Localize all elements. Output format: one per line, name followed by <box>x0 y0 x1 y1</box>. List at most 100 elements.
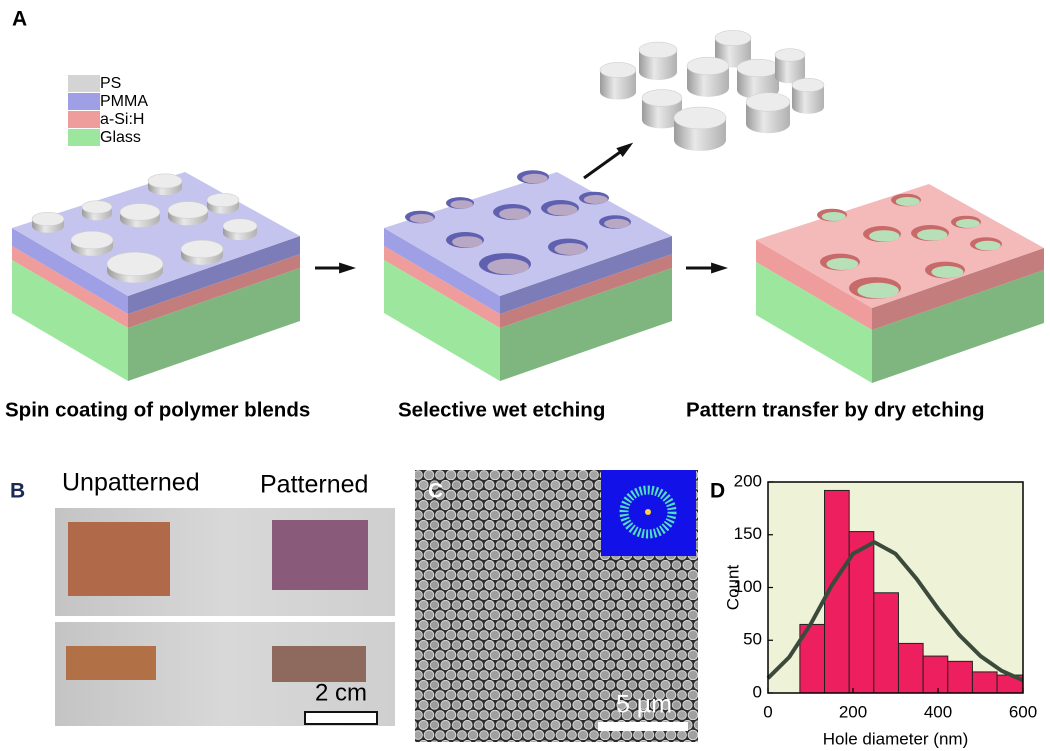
panel-label: A <box>12 8 27 31</box>
hole-bottom <box>487 258 529 275</box>
y-tick-label: 200 <box>734 471 762 490</box>
pillar-top <box>70 230 114 250</box>
block-side <box>12 246 128 328</box>
pillar-top <box>31 211 65 227</box>
hole-bottom <box>975 240 1001 251</box>
block-side <box>384 260 500 381</box>
scale-bar <box>304 711 378 725</box>
pillar-top <box>119 203 161 221</box>
block-side <box>756 262 872 383</box>
legend-label: Glass <box>100 129 141 146</box>
block-side <box>500 254 672 328</box>
arrow-head <box>339 262 356 274</box>
caption: Selective wet etching <box>398 398 605 421</box>
hole-bottom <box>452 236 483 248</box>
pillar-top <box>206 192 240 208</box>
hole-bottom <box>826 258 859 270</box>
block-side <box>128 254 300 328</box>
hole-bottom <box>547 204 578 216</box>
bar <box>971 671 998 694</box>
bar <box>947 660 973 694</box>
x-tick-label: 400 <box>924 702 952 721</box>
hole-bottom <box>450 200 473 209</box>
y-tick-label: 50 <box>743 630 762 649</box>
pillar-top <box>147 173 183 189</box>
hole-bottom <box>604 218 630 229</box>
legend-swatch <box>68 129 100 146</box>
hole-bottom <box>857 282 899 299</box>
hole-bottom <box>917 229 948 241</box>
block-side <box>756 240 872 330</box>
hole-bottom <box>821 212 846 221</box>
sample <box>66 646 156 680</box>
scale-bar <box>598 722 688 731</box>
block-side <box>128 268 300 381</box>
pillar-top <box>774 48 806 62</box>
pillar-top <box>714 30 752 46</box>
block-side <box>872 270 1044 383</box>
bar <box>897 642 924 694</box>
block-side <box>12 260 128 381</box>
sample <box>272 646 366 682</box>
legend-label: a-Si:H <box>100 111 144 128</box>
hole-bottom <box>554 243 587 255</box>
arrow-head <box>711 262 728 274</box>
hole-bottom <box>499 208 530 220</box>
legend-swatch <box>68 75 100 92</box>
legend-swatch <box>68 93 100 110</box>
legend-label: PS <box>100 75 121 92</box>
block-side <box>872 248 1044 330</box>
pillar-top <box>673 106 727 130</box>
panel-label: B <box>10 480 25 503</box>
legend-swatch <box>68 111 100 128</box>
photo-label: Unpatterned <box>62 469 200 497</box>
panel-b: B Unpatterned Patterned 2 cm <box>10 469 395 726</box>
panel-c: C 5 µm <box>415 470 698 742</box>
y-tick-label: 0 <box>753 682 762 701</box>
legend-label: PMMA <box>100 93 148 110</box>
y-tick-label: 100 <box>734 577 762 596</box>
panel-label: D <box>710 480 725 503</box>
panel-label: C <box>428 480 443 503</box>
pillar-side <box>792 85 824 114</box>
sample <box>272 520 368 590</box>
hole-bottom <box>931 266 964 278</box>
pillar-top <box>599 62 637 78</box>
y-tick-label: 150 <box>734 524 762 543</box>
hole-bottom <box>522 173 548 184</box>
fft-center <box>645 509 651 515</box>
pillar-top <box>736 58 780 78</box>
pillar-top <box>791 77 825 93</box>
x-tick-label: 0 <box>763 702 772 721</box>
panel-d: D 0 200 400 600 0 50 100 150 200 Hole diameter (nm… <box>710 471 1037 748</box>
pillar-top <box>222 218 258 234</box>
block-side <box>12 228 128 314</box>
hole-bottom <box>955 219 980 228</box>
block-side <box>384 246 500 328</box>
scale-bar-label: 2 cm <box>315 679 367 706</box>
hole-bottom <box>869 230 900 242</box>
pillar-side <box>639 50 677 80</box>
pillar-top <box>81 200 113 214</box>
x-tick-label: 600 <box>1009 702 1037 721</box>
y-axis-label: Count <box>723 565 742 611</box>
block-top <box>756 184 1044 308</box>
caption: Pattern transfer by dry etching <box>686 398 984 421</box>
bar <box>922 655 949 694</box>
hole-bottom <box>583 195 608 204</box>
pillar-top <box>167 201 209 219</box>
x-axis-label: Hole diameter (nm) <box>823 729 969 748</box>
pillar-top <box>641 89 683 107</box>
pillar-top <box>686 56 730 76</box>
fft-ring <box>619 485 677 539</box>
photo-label: Patterned <box>260 471 368 499</box>
block-side <box>500 268 672 381</box>
pillar-top <box>745 92 791 112</box>
pillar-side <box>775 55 805 84</box>
block-side <box>128 236 300 314</box>
x-tick-label: 200 <box>839 702 867 721</box>
fit-curve <box>766 540 1024 683</box>
